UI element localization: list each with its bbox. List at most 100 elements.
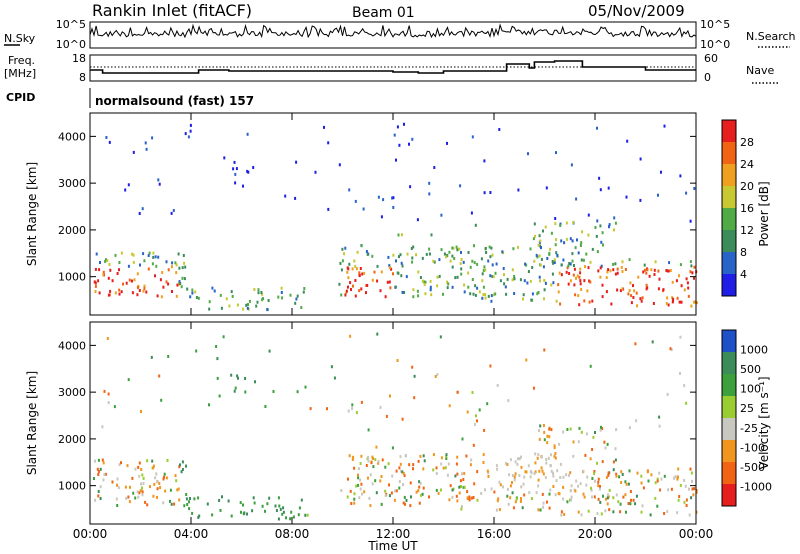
heatmap-cell xyxy=(529,247,532,251)
heatmap-cell xyxy=(451,488,454,492)
heatmap-cell xyxy=(94,459,96,463)
heatmap-cell xyxy=(520,465,523,469)
heatmap-cell xyxy=(589,260,592,264)
heatmap-cell xyxy=(401,417,404,421)
heatmap-cell xyxy=(582,258,585,262)
heatmap-cell xyxy=(639,198,642,202)
heatmap-cell xyxy=(560,239,563,243)
heatmap-cell xyxy=(685,498,688,502)
heatmap-cell xyxy=(608,225,610,229)
heatmap-cell xyxy=(145,290,148,294)
heatmap-cell xyxy=(211,513,214,517)
heatmap-cell xyxy=(695,301,698,305)
heatmap-cell xyxy=(411,256,414,260)
heatmap-cell xyxy=(511,268,514,272)
heatmap-cell xyxy=(474,223,477,227)
heatmap-cell xyxy=(620,265,623,269)
heatmap-cell xyxy=(178,266,181,270)
heatmap-cell xyxy=(679,174,682,178)
heatmap-cell xyxy=(167,268,170,272)
heatmap-cell xyxy=(136,286,139,289)
heatmap-cell xyxy=(490,246,493,250)
heatmap-cell xyxy=(691,271,694,275)
heatmap-cell xyxy=(614,272,617,276)
heatmap-cell xyxy=(284,194,287,198)
heatmap-cell xyxy=(593,470,596,473)
heatmap-cell xyxy=(596,461,598,465)
freq-trace xyxy=(90,60,696,74)
heatmap-cell xyxy=(553,258,556,262)
heatmap-cell xyxy=(689,270,692,274)
heatmap-cell xyxy=(165,280,168,284)
heatmap-cell xyxy=(506,487,509,491)
heatmap-cell xyxy=(556,253,559,257)
heatmap-cell xyxy=(506,463,509,466)
heatmap-cell xyxy=(462,485,465,489)
heatmap-cell xyxy=(109,268,112,272)
heatmap-cell xyxy=(136,272,139,276)
heatmap-cell xyxy=(504,461,507,465)
heatmap-cell xyxy=(421,492,424,496)
nsky-panel: N.Sky 10^5 10^0 10^5 10^0 N.Search xyxy=(4,18,796,51)
heatmap-cell xyxy=(300,306,303,309)
heatmap-cell xyxy=(597,480,600,484)
heatmap-cell xyxy=(632,284,634,288)
y-tick-label: 1000 xyxy=(58,480,86,493)
heatmap-cell xyxy=(624,493,627,497)
heatmap-cell xyxy=(340,268,343,272)
heatmap-cell xyxy=(570,498,573,502)
heatmap-cell xyxy=(186,503,189,506)
heatmap-cell xyxy=(274,504,277,508)
heatmap-cell xyxy=(458,485,461,489)
heatmap-cell xyxy=(599,485,601,488)
heatmap-cell xyxy=(470,496,473,500)
heatmap-cell xyxy=(538,429,540,433)
heatmap-cell xyxy=(136,293,139,297)
heatmap-cell xyxy=(359,487,362,491)
heatmap-cell xyxy=(614,447,617,451)
heatmap-cell xyxy=(487,259,490,263)
heatmap-cell xyxy=(475,414,477,418)
heatmap-cell xyxy=(395,469,398,473)
heatmap-cell xyxy=(115,497,118,501)
heatmap-cell xyxy=(607,473,610,477)
heatmap-cell xyxy=(375,445,378,449)
heatmap-cell xyxy=(518,457,521,461)
heatmap-cell xyxy=(432,453,435,457)
heatmap-cell xyxy=(601,460,604,464)
heatmap-cell xyxy=(154,274,156,278)
heatmap-cell xyxy=(569,262,572,266)
heatmap-cell xyxy=(585,483,588,487)
heatmap-cell xyxy=(404,454,407,457)
heatmap-cell xyxy=(448,498,451,502)
heatmap-cell xyxy=(503,282,506,286)
heatmap-cell xyxy=(107,293,110,297)
heatmap-cell xyxy=(619,289,622,293)
heatmap-cell xyxy=(597,477,600,481)
heatmap-cell xyxy=(468,498,471,502)
heatmap-cell xyxy=(596,250,599,254)
heatmap-cell xyxy=(619,510,622,514)
heatmap-cell xyxy=(225,297,228,301)
heatmap-cell xyxy=(246,169,249,173)
heatmap-cell xyxy=(146,503,149,507)
heatmap-cell xyxy=(620,481,623,484)
heatmap-cell xyxy=(428,192,431,196)
heatmap-cell xyxy=(689,467,692,471)
y-tick-label: 1000 xyxy=(58,271,86,284)
x-tick-labels: 00:00 04:00 08:00 12:00 16:00 20:00 00:00 xyxy=(73,527,714,541)
heatmap-cell xyxy=(341,259,344,263)
heatmap-cell xyxy=(574,489,577,493)
heatmap-cell xyxy=(93,280,96,284)
heatmap-cell xyxy=(647,479,650,483)
heatmap-cell xyxy=(483,265,486,269)
heatmap-cell xyxy=(309,407,312,411)
heatmap-cell xyxy=(97,470,100,473)
heatmap-cell xyxy=(396,125,399,129)
heatmap-cell xyxy=(543,279,546,282)
heatmap-cell xyxy=(543,438,546,442)
heatmap-cell xyxy=(473,261,476,265)
heatmap-cell xyxy=(143,259,146,263)
heatmap-cell xyxy=(185,493,188,496)
heatmap-cell xyxy=(354,199,357,203)
